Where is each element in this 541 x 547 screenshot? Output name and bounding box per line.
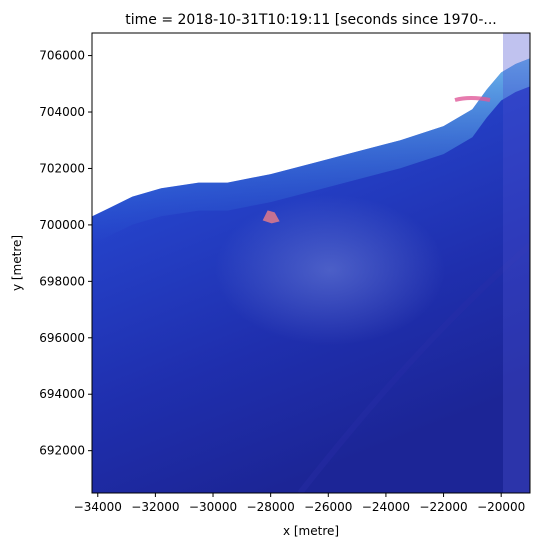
- y-tick-label: 694000: [39, 387, 85, 401]
- y-tick-label: 698000: [39, 274, 85, 288]
- x-tick-label: −24000: [362, 500, 410, 514]
- reef-patch: [262, 210, 280, 224]
- x-axis-ticks: −34000 −32000 −30000 −28000 −26000 −24000 −220…: [74, 493, 525, 514]
- y-tick-label: 700000: [39, 218, 85, 232]
- y-tick-label: 696000: [39, 331, 85, 345]
- y-axis-label: y [metre]: [10, 235, 24, 291]
- x-tick-label: −32000: [131, 500, 179, 514]
- swath-strip: [503, 33, 530, 493]
- chart-title: time = 2018-10-31T10:19:11 [seconds sinc…: [125, 12, 497, 28]
- x-tick-label: −20000: [477, 500, 525, 514]
- swath-boundary: [297, 242, 530, 493]
- y-axis-ticks: 692000 694000 696000 698000 700000 702000 7040…: [39, 49, 92, 458]
- x-tick-label: −22000: [419, 500, 467, 514]
- x-tick-label: −34000: [74, 500, 122, 514]
- y-tick-label: 704000: [39, 105, 85, 119]
- x-axis-label: x [metre]: [283, 524, 339, 538]
- shallow-water-band: [92, 58, 530, 245]
- y-tick-label: 706000: [39, 49, 85, 63]
- y-tick-label: 702000: [39, 161, 85, 175]
- plot-frame: [91, 32, 531, 494]
- plot-area: [92, 33, 530, 493]
- sediment-plume: [215, 195, 445, 345]
- x-tick-label: −28000: [247, 500, 295, 514]
- x-tick-label: −30000: [189, 500, 237, 514]
- y-tick-label: 692000: [39, 444, 85, 458]
- x-tick-label: −26000: [304, 500, 352, 514]
- shore-highlight: [454, 96, 491, 102]
